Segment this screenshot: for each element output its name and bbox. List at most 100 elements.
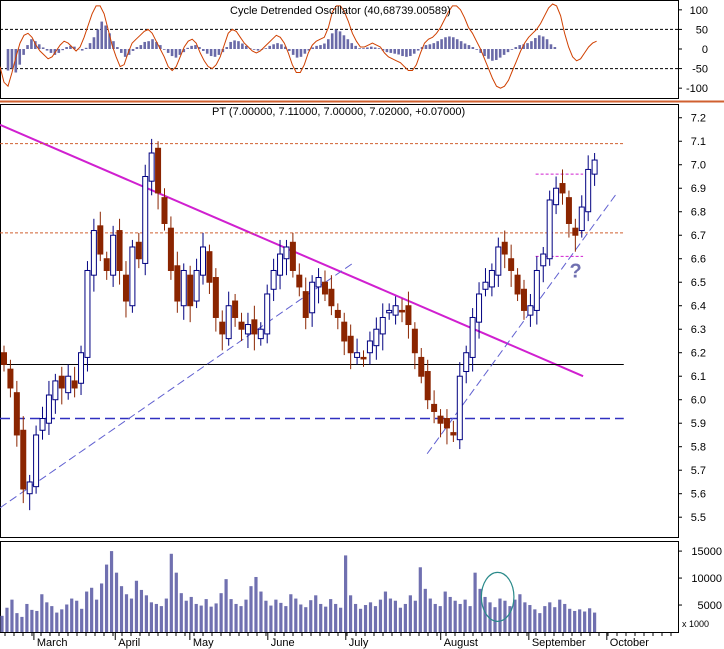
oscillator-bar [526,43,529,49]
candle-body [431,403,438,412]
candle-body [392,305,399,316]
volume-bar [224,579,228,632]
oscillator-bar [244,45,248,49]
volume-bar [518,594,522,632]
candle-body [45,394,52,424]
volume-bar [433,603,437,632]
volume-bar [438,606,442,632]
candle-body [578,206,585,232]
candle-body [129,246,136,307]
oscillator-bar [440,39,443,49]
volume-bar [15,613,19,632]
oscillator-bar [491,49,494,61]
oscillator-bar [237,41,240,49]
candle-body [501,241,508,255]
oscillator-bar [264,48,268,49]
oscillator-bar [530,41,533,49]
volume-bar [538,613,542,632]
oscillator-bar [455,39,459,49]
oscillator-bar [498,49,502,58]
volume-bar [528,605,532,632]
volume-bar [344,555,348,632]
oscillator-bar [428,44,432,49]
price-tick-label: 6.7 [691,230,706,242]
candle-body [424,371,431,401]
volume-tick-label: 15000 [691,546,722,558]
oscillator-bar [6,49,10,71]
candle-body [437,415,444,424]
volume-bar [503,600,507,632]
price-tick-label: 6.0 [691,395,706,407]
volume-bar [428,598,432,632]
candle-body [283,246,290,260]
candle-body [232,300,239,318]
candle-body [78,352,85,384]
candle-body [13,392,20,436]
oscillator-bar [330,33,334,49]
volume-bar [119,586,124,632]
price-tick-label: 5.5 [691,512,706,524]
oscillator-bar [155,41,158,49]
oscillator-bar [131,49,135,51]
candle-body [167,227,174,271]
volume-bar [124,594,129,632]
volume-bar [40,594,44,632]
volume-bar [463,599,467,632]
volume-bar [35,610,39,632]
candle-body [514,274,521,295]
volume-bar [134,580,139,632]
candle-body [39,418,46,431]
oscillator-bar [377,48,381,49]
month-label: September [532,637,586,649]
volume-bar [279,602,283,632]
candle-body [386,309,393,314]
oscillator-bar [518,45,522,49]
volume-bar [468,606,472,632]
volume-bar [339,607,343,632]
volume-bar [573,610,577,632]
volume-bar [249,586,253,632]
oscillator-bar [143,41,147,49]
oscillator-bar [448,36,451,49]
oscillator-bar [502,49,506,55]
candle-body [148,152,155,182]
volume-bar [85,591,89,632]
oscillator-bar [284,46,287,49]
oscillator-bar [213,49,217,57]
price-tick-label: 6.4 [691,301,706,313]
price-tick-label: 6.1 [691,371,706,383]
oscillator-bar [409,49,412,57]
candle-body [450,432,457,436]
month-label: April [118,637,140,649]
volume-bar [10,599,14,632]
price-tick-label: 6.9 [691,183,706,195]
candle-body [399,309,406,313]
oscillator-bar [510,49,514,50]
candle-body [26,481,33,495]
volume-bar [383,591,388,632]
oscillator-bar [315,45,318,49]
oscillator-bar [139,45,143,49]
volume-bar [65,604,69,632]
oscillator-bar [522,44,525,49]
volume-bar [154,603,158,632]
volume-bar [498,598,502,632]
volume-bar [304,607,308,632]
volume-bar [70,598,74,632]
oscillator-bar [233,40,236,49]
price-tick-label: 5.7 [691,465,706,477]
oscillator-bar [373,47,377,49]
candle-body [315,277,322,288]
volume-bar [423,588,427,632]
candle-body [212,277,219,318]
volume-bar [114,572,119,632]
oscillator-bar [112,41,115,49]
candle-body [341,321,348,342]
oscillator-bar [545,39,549,49]
volume-bar [453,600,457,632]
volume-bar [219,593,223,632]
oscillator-bar [178,49,182,55]
volume-bar [348,595,353,632]
candle-body [103,258,110,271]
volume-bar [239,606,243,632]
